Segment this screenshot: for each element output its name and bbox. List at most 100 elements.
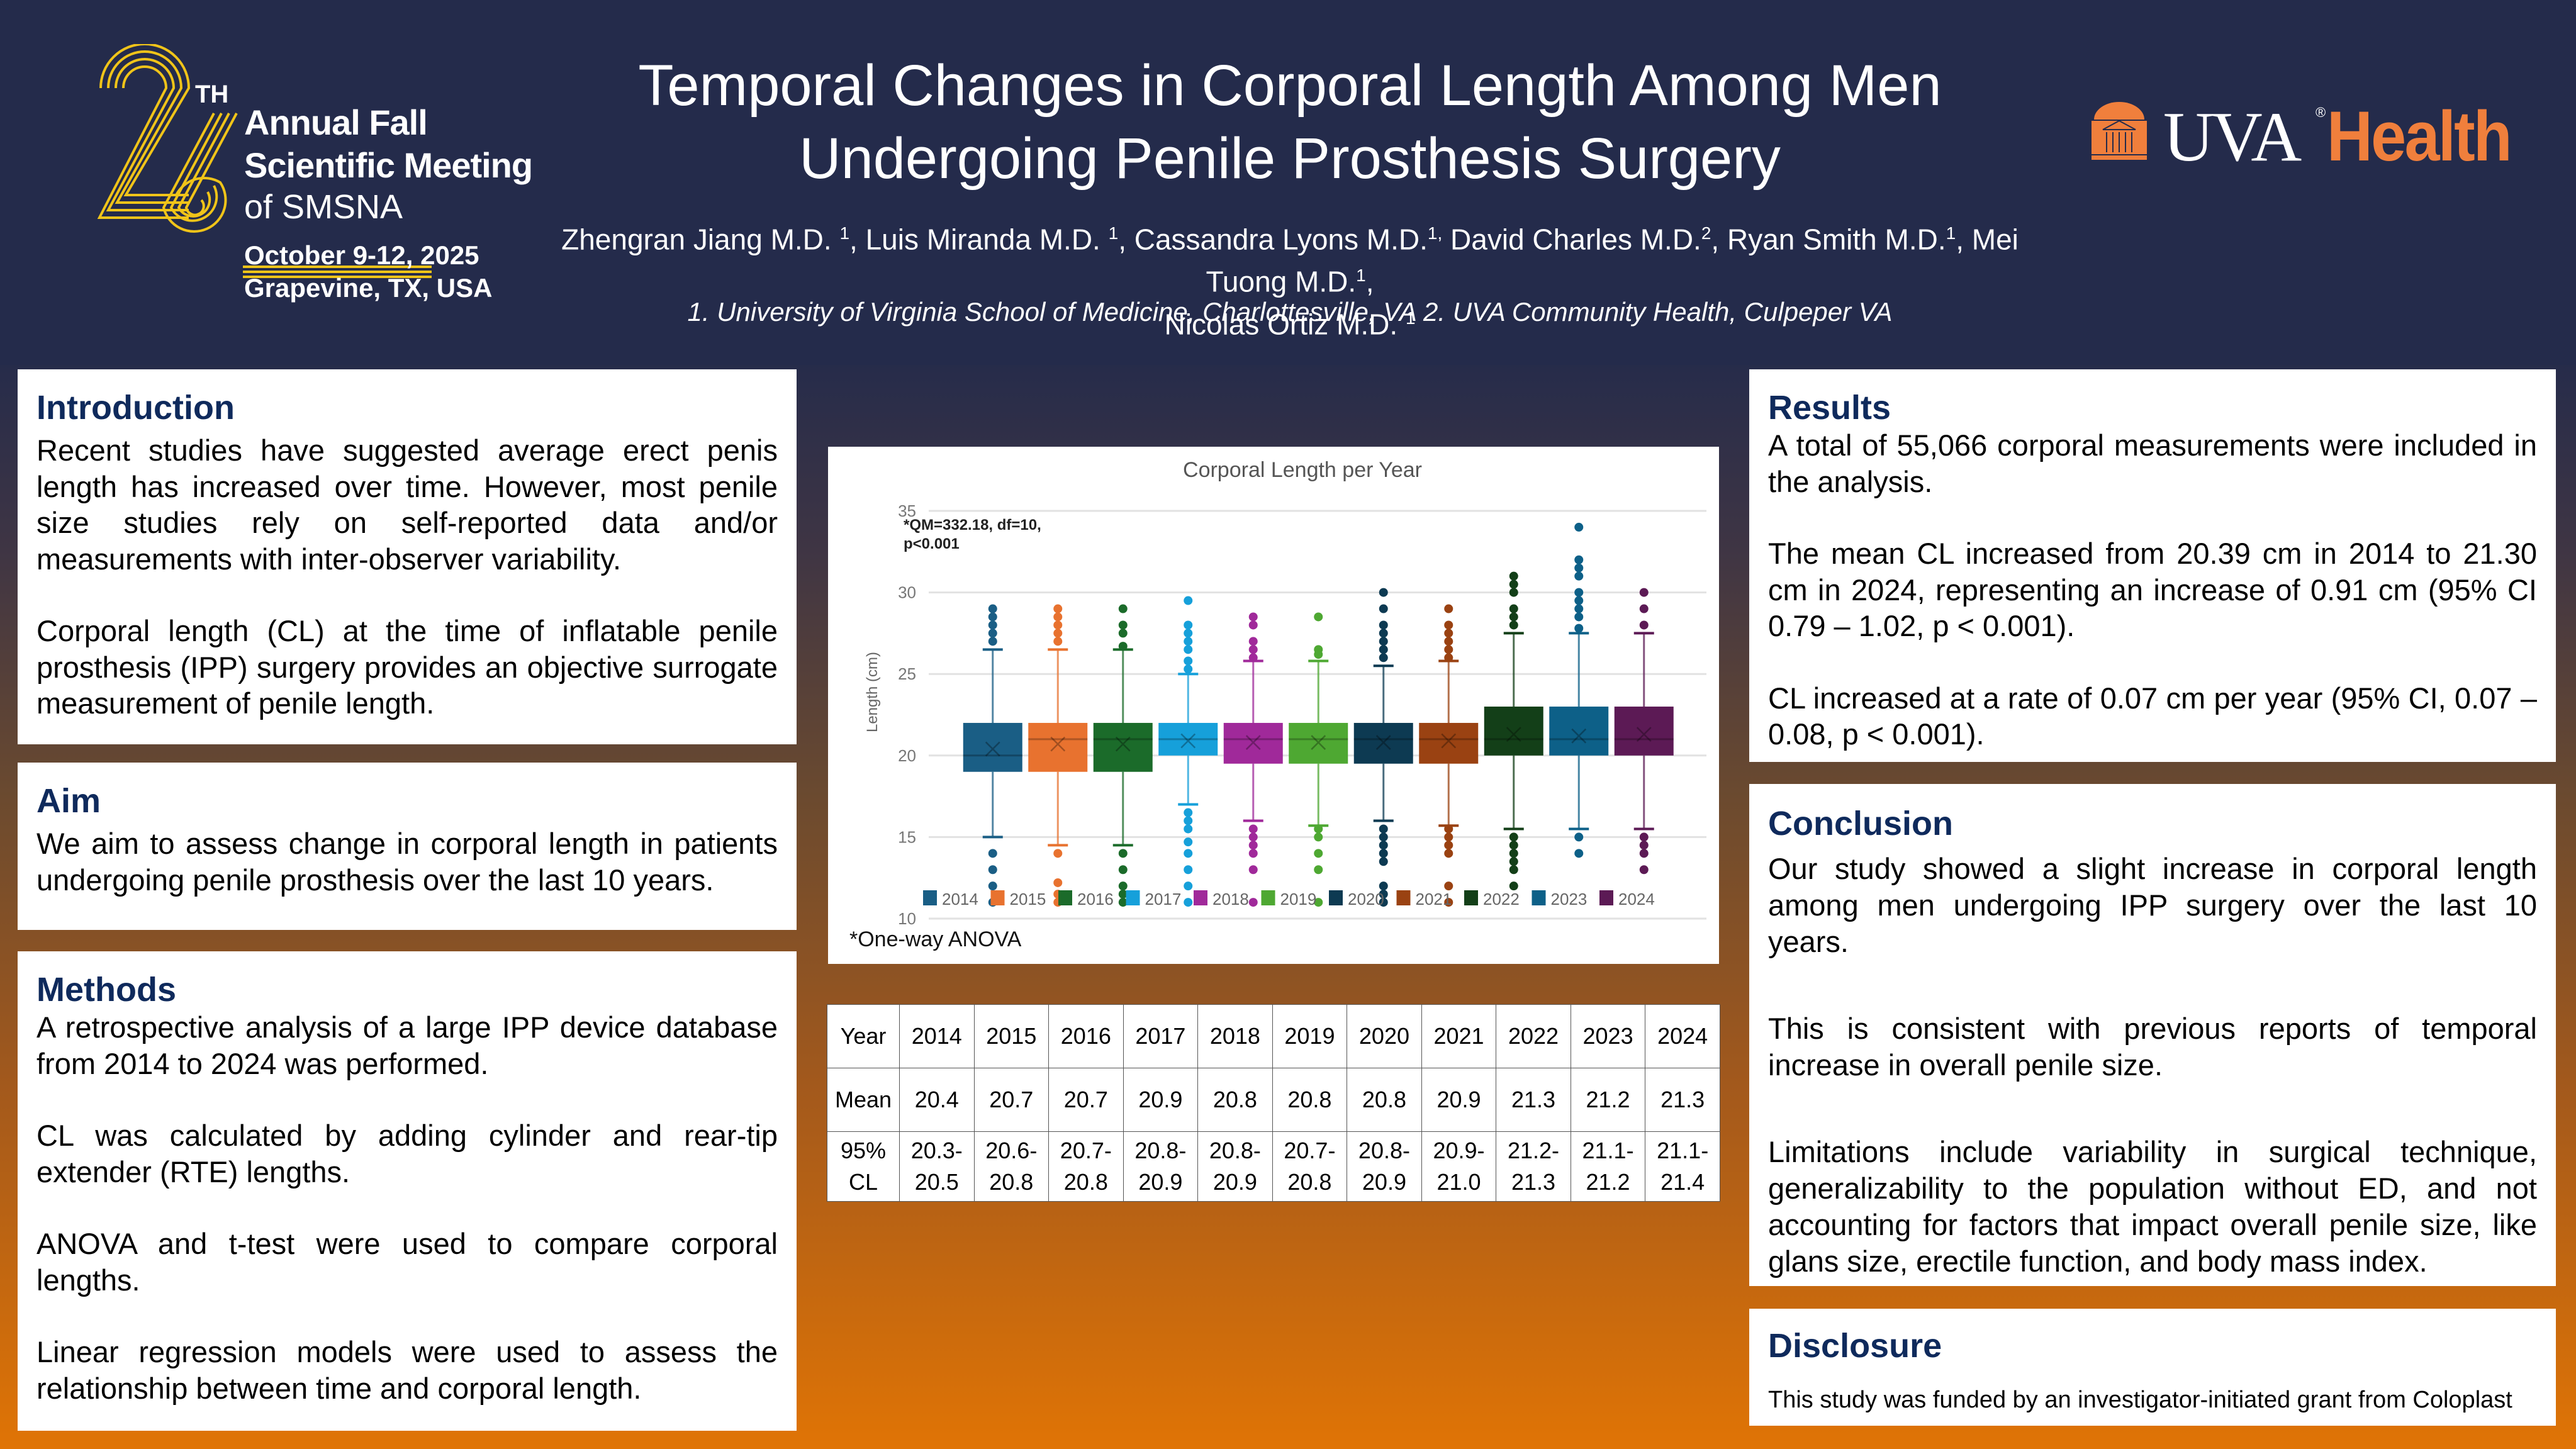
outlier-point [988, 881, 997, 891]
table-row-year: Year 2014 2015 2016 2017 2018 2019 2020 2021 202… [827, 1004, 1720, 1068]
outlier-point [1509, 588, 1518, 597]
outlier-point [1509, 857, 1518, 866]
methods-paragraph: ANOVA and t-test were used to compare co… [36, 1227, 778, 1297]
author-affiliation-marker: 2 [1701, 223, 1711, 243]
poster-header: TH Annual Fall Scientific Meeting of SMS… [0, 0, 2576, 365]
legend-label: 2019 [1280, 890, 1317, 909]
legend-label: 2023 [1551, 890, 1588, 909]
authors-line-2: Nicolas Ortiz M.D. 1 [535, 300, 2045, 342]
outlier-point [1314, 832, 1323, 842]
author-list: Zhengran Jiang M.D. 1, Luis Miranda M.D.… [535, 215, 2045, 342]
number-26-logo-icon [97, 44, 238, 233]
table-row-mean: Mean 20.4 20.7 20.7 20.9 20.8 20.8 20.8 20.9 21.… [827, 1068, 1720, 1132]
outlier-point [1574, 571, 1584, 581]
introduction-paragraph: Corporal length (CL) at the time of infl… [36, 614, 778, 720]
decorative-stripes [243, 266, 432, 281]
outlier-point [1248, 637, 1258, 646]
legend-item-2024: 2024 [1599, 890, 1655, 909]
mean-cell: 21.3 [1496, 1068, 1571, 1132]
outlier-point [1184, 808, 1193, 817]
outlier-point [1444, 832, 1453, 842]
outlier-point [1248, 645, 1258, 654]
registered-mark: ® [2316, 104, 2326, 120]
year-cell: 2020 [1347, 1004, 1422, 1068]
outlier-point [1248, 620, 1258, 630]
row-label: Year [827, 1004, 900, 1068]
outlier-point [1184, 849, 1193, 858]
mean-marker [1441, 733, 1457, 749]
outlier-point [1053, 629, 1063, 638]
year-cell: 2022 [1496, 1004, 1571, 1068]
ci-cell: 20.7- 20.8 [1272, 1131, 1348, 1202]
outlier-point [1639, 588, 1649, 597]
disclosure-paragraph: This study was funded by an investigator… [1768, 1387, 2512, 1413]
outlier-point [1509, 865, 1518, 875]
outlier-point [988, 849, 997, 858]
outlier-point [1509, 832, 1518, 842]
introduction-heading: Introduction [36, 389, 235, 427]
outlier-point [1118, 898, 1128, 907]
legend-swatch [1599, 890, 1613, 905]
legend-item-2015: 2015 [990, 890, 1046, 909]
ci-lower: 20.7- [1060, 1138, 1112, 1163]
outlier-point [1444, 898, 1453, 907]
mean-cell: 20.8 [1347, 1068, 1422, 1132]
outlier-point [1509, 881, 1518, 891]
legend-swatch [1261, 890, 1275, 905]
ci-cell: 20.8- 20.9 [1347, 1131, 1422, 1202]
yearly-summary-table: Year 2014 2015 2016 2017 2018 2019 2020 2021 202… [827, 1004, 1720, 1202]
disclosure-heading: Disclosure [1768, 1327, 1942, 1365]
outlier-point [988, 865, 997, 875]
outlier-point [1444, 824, 1453, 834]
outlier-point [1314, 824, 1323, 834]
ci-lower: 20.7- [1284, 1138, 1336, 1163]
y-tick-label: 20 [898, 746, 916, 765]
outlier-point [1314, 865, 1323, 875]
outlier-point [1574, 604, 1584, 613]
outlier-point [1379, 588, 1388, 597]
legend-item-2016: 2016 [1058, 890, 1114, 909]
author-affiliation-marker: 1 [1405, 308, 1416, 328]
mean-cell: 20.7 [1048, 1068, 1124, 1132]
outlier-point [1184, 881, 1193, 891]
outlier-point [1118, 620, 1128, 630]
outlier-point [1248, 832, 1258, 842]
outlier-point [1379, 890, 1388, 899]
authors-line-1: Zhengran Jiang M.D. 1, Luis Miranda M.D.… [535, 215, 2045, 300]
iqr-box [1353, 722, 1413, 764]
outlier-point [1379, 629, 1388, 638]
legend-item-2018: 2018 [1194, 890, 1249, 909]
legend-swatch [923, 890, 937, 905]
legend-label: 2017 [1145, 890, 1182, 909]
outlier-point [1574, 522, 1584, 532]
outlier-point [1444, 620, 1453, 630]
outlier-point [1639, 832, 1649, 842]
box-2019 [1289, 612, 1348, 907]
outlier-point [1248, 653, 1258, 663]
institution-logo: UVA ® Health [2089, 97, 2529, 176]
iqr-box [1484, 707, 1543, 756]
ci-upper: 20.8 [989, 1169, 1034, 1195]
author-separator [1442, 223, 1450, 255]
iqr-box [963, 722, 1022, 772]
mean-marker [1311, 735, 1326, 750]
author-affiliation-marker: 1 [839, 223, 850, 243]
outlier-point [1248, 841, 1258, 850]
introduction-panel: Introduction Recent studies have suggest… [18, 369, 797, 744]
outlier-point [1118, 881, 1128, 891]
author-affiliation-marker: 1 [1356, 266, 1366, 286]
methods-heading: Methods [36, 971, 176, 1009]
outlier-point [1053, 620, 1063, 630]
outlier-point [1379, 832, 1388, 842]
mean-cell: 21.2 [1570, 1068, 1646, 1132]
outlier-point [1574, 596, 1584, 605]
ci-upper: 21.2 [1586, 1169, 1630, 1195]
legend-label: 2022 [1483, 890, 1520, 909]
conclusion-paragraph: Our study showed a slight increase in co… [1768, 852, 2537, 958]
mean-cell: 20.8 [1272, 1068, 1348, 1132]
introduction-paragraph: Recent studies have suggested average er… [36, 434, 778, 576]
legend-swatch [1329, 890, 1343, 905]
outlier-point [1184, 898, 1193, 907]
outlier-point [1379, 824, 1388, 834]
legend-swatch [1126, 890, 1140, 905]
